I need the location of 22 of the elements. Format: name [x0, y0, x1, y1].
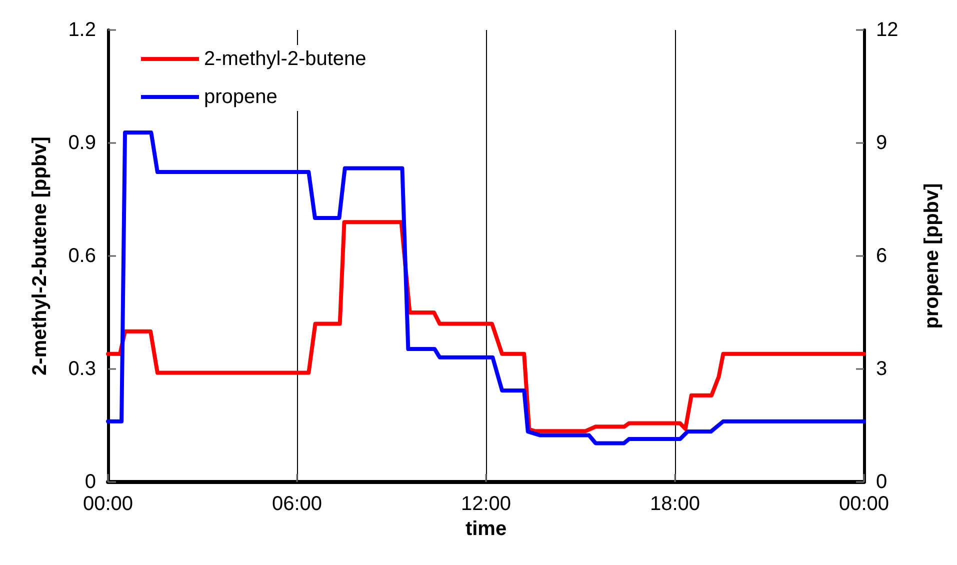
- y-tick-label: 1.2: [68, 19, 96, 41]
- line-series: [106, 130, 866, 446]
- y2-axis-title: propene [ppbv]: [921, 183, 943, 329]
- legend-label: propene: [204, 86, 278, 108]
- y-tick-label: 0.6: [68, 245, 96, 267]
- y2-tick-label: 6: [876, 245, 888, 267]
- x-tick-label: 00:00: [838, 493, 890, 515]
- y2-tick-label: 3: [876, 358, 888, 380]
- x-axis-title: time: [465, 518, 507, 540]
- legend-label: 2-methyl-2-butene: [204, 48, 366, 70]
- y2-tick-label: 0: [876, 471, 888, 493]
- line-series: [106, 220, 866, 434]
- x-tick-label: 06:00: [272, 493, 322, 515]
- x-tick-label: 12:00: [460, 493, 512, 515]
- y2-tick-label: 12: [876, 19, 898, 41]
- y2-tick-label: 9: [876, 132, 888, 154]
- y-axis-title: 2-methyl-2-butene [ppbv]: [29, 136, 51, 376]
- y-tick-label: 0.9: [68, 132, 96, 154]
- x-tick-label: 00:00: [82, 493, 134, 515]
- x-tick-label: 18:00: [650, 493, 700, 515]
- y-tick-label: 0.3: [68, 358, 96, 380]
- y-tick-label: 0: [84, 471, 96, 493]
